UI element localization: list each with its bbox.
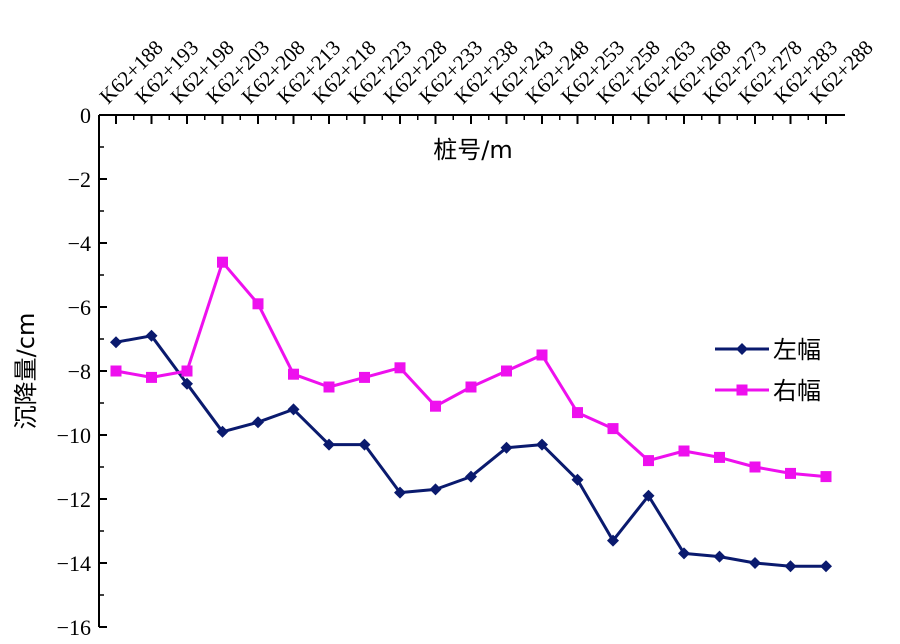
series-0-point [642, 489, 655, 502]
series-line-1 [115, 260, 827, 479]
y-tick-label: −16 [57, 615, 91, 640]
legend-label-left: 左幅 [773, 336, 821, 364]
series-1-point [643, 455, 654, 467]
y-tick-label: −6 [68, 295, 91, 320]
series-1-point [785, 467, 796, 479]
series-1-point [394, 362, 406, 374]
series-1-point [749, 461, 761, 473]
legend-marker-left [736, 343, 748, 355]
series-0-point [465, 470, 477, 483]
series-1-point [714, 451, 725, 463]
series-0-point [110, 336, 122, 349]
series-1-point [110, 365, 122, 377]
series-0-point [713, 550, 726, 563]
y-tick-label: −4 [68, 231, 91, 256]
legend-marker-right [736, 384, 748, 396]
legend: 左幅 右幅 [715, 336, 821, 405]
y-tick-label: −2 [68, 167, 91, 192]
y-tick-label: −10 [57, 423, 91, 448]
legend-label-right: 右幅 [773, 377, 821, 405]
legend-item-right: 右幅 [715, 377, 821, 405]
series-1-point [820, 471, 832, 483]
series-0-point [536, 438, 548, 451]
series-0-point [252, 416, 264, 429]
y-tick-label: −8 [68, 359, 91, 384]
series-0-point [820, 560, 832, 573]
series-0-point [323, 438, 335, 451]
series-0-point [749, 557, 761, 569]
y-tick-label: −12 [57, 487, 91, 512]
y-axis-ticks: 0 −2 −4 −6 −8 −10 −12 −14 −16 [57, 103, 107, 640]
series-0-point [429, 483, 442, 496]
series-1-point [288, 368, 299, 380]
series-0-point [181, 377, 193, 390]
series-line-0 [115, 334, 826, 568]
series-1-point [252, 298, 264, 310]
series-1-point [359, 371, 370, 383]
y-axis-title: 沉降量/cm [12, 313, 40, 430]
series-1-point [501, 365, 512, 377]
series-0-point [287, 403, 300, 416]
series-1-point [323, 381, 335, 393]
series-1-point [607, 423, 619, 435]
series-1-point [572, 407, 583, 419]
series-0-point [145, 329, 158, 342]
legend-item-left: 左幅 [715, 336, 821, 364]
series-layer [110, 256, 832, 573]
series-1-point [465, 381, 477, 393]
y-tick-label: 0 [80, 103, 91, 128]
series-1-point [217, 256, 228, 268]
axes [98, 114, 845, 627]
series-1-point [181, 365, 193, 377]
x-axis-ticks: K62+188K62+193K62+198K62+203K62+208K62+2… [95, 35, 878, 124]
series-1-point [146, 371, 157, 383]
series-0-point [358, 438, 371, 451]
series-1-point [536, 349, 548, 361]
series-1-point [678, 445, 690, 457]
series-0-point [678, 547, 690, 560]
series-0-point [784, 560, 797, 573]
series-0-point [216, 425, 229, 438]
series-0-point [571, 473, 584, 486]
series-0-point [394, 486, 406, 499]
series-0-point [500, 441, 513, 454]
y-tick-label: −14 [57, 551, 91, 576]
series-1-point [430, 400, 441, 412]
series-0-point [607, 534, 619, 547]
x-axis-title: 桩号/m [433, 136, 512, 164]
